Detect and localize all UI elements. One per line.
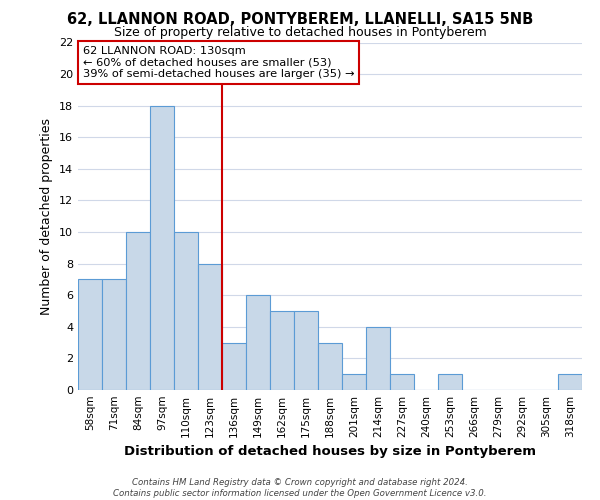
Text: 62, LLANNON ROAD, PONTYBEREM, LLANELLI, SA15 5NB: 62, LLANNON ROAD, PONTYBEREM, LLANELLI, …: [67, 12, 533, 28]
Bar: [78, 280, 102, 390]
Bar: [222, 342, 246, 390]
Bar: [366, 327, 390, 390]
Bar: [270, 311, 294, 390]
Text: Contains HM Land Registry data © Crown copyright and database right 2024.
Contai: Contains HM Land Registry data © Crown c…: [113, 478, 487, 498]
Bar: [294, 311, 318, 390]
Bar: [390, 374, 414, 390]
Bar: [174, 232, 198, 390]
Bar: [150, 106, 174, 390]
Y-axis label: Number of detached properties: Number of detached properties: [40, 118, 53, 315]
Bar: [102, 280, 126, 390]
Bar: [438, 374, 462, 390]
Bar: [198, 264, 222, 390]
Bar: [318, 342, 342, 390]
Bar: [246, 295, 270, 390]
Bar: [342, 374, 366, 390]
Text: Size of property relative to detached houses in Pontyberem: Size of property relative to detached ho…: [113, 26, 487, 39]
Text: 62 LLANNON ROAD: 130sqm
← 60% of detached houses are smaller (53)
39% of semi-de: 62 LLANNON ROAD: 130sqm ← 60% of detache…: [83, 46, 355, 79]
Bar: [126, 232, 150, 390]
Bar: [558, 374, 582, 390]
X-axis label: Distribution of detached houses by size in Pontyberem: Distribution of detached houses by size …: [124, 446, 536, 458]
